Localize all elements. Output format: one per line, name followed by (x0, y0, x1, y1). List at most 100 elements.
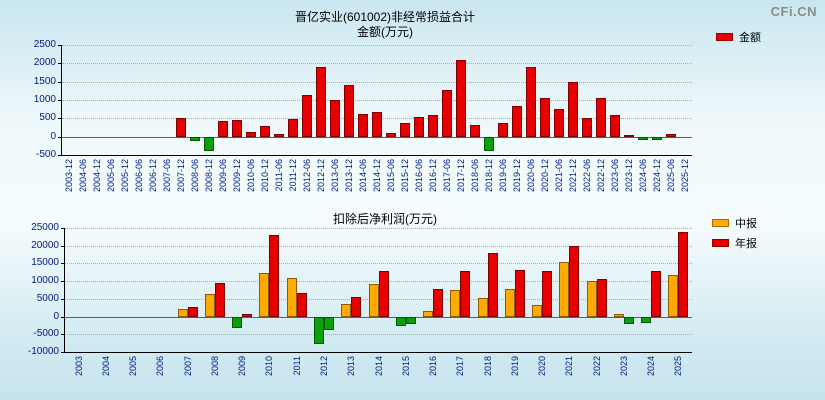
bar-金额-2024-12 (652, 136, 662, 140)
bar-中报-2019 (504, 288, 515, 317)
bar-金额-2011-06 (274, 134, 284, 137)
legend-label-annual: 年报 (735, 238, 757, 250)
bar-中报-2018 (477, 298, 488, 317)
x-axis-label: 2010 (264, 356, 275, 377)
bar-年报-2009 (242, 314, 253, 317)
cfi-logo: CFi.CN (770, 4, 817, 19)
bar-中报-2021 (559, 261, 570, 317)
x-axis-label: 2023 (618, 356, 629, 377)
x-axis-label: 2006 (155, 356, 166, 377)
bar-金额-2014-12 (372, 111, 382, 137)
y-axis-label: -500 (35, 149, 56, 160)
bar-年报-2025 (678, 232, 689, 317)
bar-金额-2015-12 (400, 122, 410, 137)
x-axis-label: 2003 (73, 356, 84, 377)
bar-金额-2015-06 (386, 133, 396, 137)
x-axis-label: 2022 (591, 356, 602, 377)
x-axis-label: 2017 (455, 356, 466, 377)
bar-中报-2013 (341, 303, 352, 317)
x-axis-label: 2007 (182, 356, 193, 377)
bar-中报-2007 (177, 309, 188, 317)
bar-年报-2018 (487, 252, 498, 317)
bar-金额-2021-12 (568, 81, 578, 137)
y-axis-label: -5000 (33, 328, 59, 340)
y-axis-label: 0 (53, 310, 59, 322)
bar-金额-2013-12 (344, 85, 354, 137)
bar-金额-2024-06 (638, 136, 648, 141)
bar-年报-2015 (405, 316, 416, 325)
x-axis-label: 2014 (373, 356, 384, 377)
x-axis-label: 2008 (209, 356, 220, 377)
top-chart-subtitle: 金额(万元) (357, 25, 413, 39)
legend-swatch-interim (712, 219, 729, 227)
y-axis-label: 15000 (31, 257, 59, 269)
y-axis-label: 5000 (36, 292, 59, 304)
bar-金额-2025-06 (666, 134, 676, 137)
bar-金额-2022-06 (582, 118, 592, 137)
gridline (62, 63, 692, 65)
bar-中报-2016 (423, 311, 434, 317)
legend-swatch-annual (712, 239, 729, 247)
bar-年报-2024 (651, 270, 662, 317)
x-axis-label: 2025 (673, 356, 684, 377)
bar-中报-2008 (204, 294, 215, 317)
x-axis-label: 2005 (128, 356, 139, 377)
top-chart-legend: 金额 (716, 29, 761, 49)
y-axis-tick (61, 228, 65, 229)
bar-金额-2009-12 (232, 120, 242, 137)
gridline (65, 263, 692, 265)
bar-中报-2012 (313, 316, 324, 345)
bar-金额-2019-06 (498, 122, 508, 137)
y-axis-label: 0 (50, 130, 56, 142)
x-axis-label: 2009 (237, 356, 248, 377)
bar-中报-2009 (232, 316, 243, 328)
legend-row-annual: 年报 (712, 235, 757, 251)
y-axis-tick (58, 100, 62, 101)
bar-年报-2017 (460, 271, 471, 317)
bar-金额-2018-06 (470, 124, 480, 137)
y-axis-label: 1000 (33, 94, 56, 105)
bar-金额-2012-06 (302, 94, 312, 137)
x-axis-label: 2004 (100, 356, 111, 377)
x-axis-label: 2012 (318, 356, 329, 377)
bar-年报-2013 (351, 296, 362, 317)
bar-金额-2023-06 (610, 114, 620, 137)
y-axis-tick (58, 45, 62, 46)
y-axis-tick (58, 118, 62, 120)
bar-年报-2007 (187, 306, 198, 317)
y-axis-tick (58, 155, 62, 156)
bar-金额-2018-12 (484, 136, 494, 152)
bar-金额-2020-12 (540, 98, 550, 137)
bar-金额-2020-06 (526, 67, 536, 137)
bar-中报-2017 (450, 290, 461, 317)
bar-年报-2008 (214, 282, 225, 317)
x-axis-label: 2018 (482, 356, 493, 377)
gridline (62, 45, 692, 46)
bottom-chart-legend: 中报 年报 (712, 215, 757, 255)
y-axis-label: -10000 (27, 346, 59, 357)
bar-金额-2009-06 (218, 120, 228, 137)
bar-年报-2010 (269, 235, 280, 317)
x-axis-label: 2013 (346, 356, 357, 377)
y-axis-tick (61, 334, 65, 336)
bar-年报-2011 (296, 292, 307, 317)
bar-金额-2017-06 (442, 89, 452, 137)
bar-金额-2010-12 (260, 126, 270, 137)
bar-金额-2016-12 (428, 114, 438, 137)
bar-年报-2021 (569, 245, 580, 317)
y-axis-tick (58, 81, 62, 83)
x-axis-label: 2021 (564, 356, 575, 377)
gridline (65, 245, 692, 247)
bar-中报-2025 (668, 274, 679, 317)
legend-row-interim: 中报 (712, 215, 757, 231)
bar-金额-2019-12 (512, 105, 522, 137)
zero-baseline (62, 136, 692, 138)
y-axis-label: 500 (39, 112, 56, 124)
gridline (62, 100, 692, 101)
gridline (65, 228, 692, 229)
bar-金额-2021-06 (554, 109, 564, 137)
x-axis-label: 2011 (291, 356, 302, 376)
bar-年报-2020 (542, 271, 553, 317)
bar-年报-2023 (623, 316, 634, 324)
